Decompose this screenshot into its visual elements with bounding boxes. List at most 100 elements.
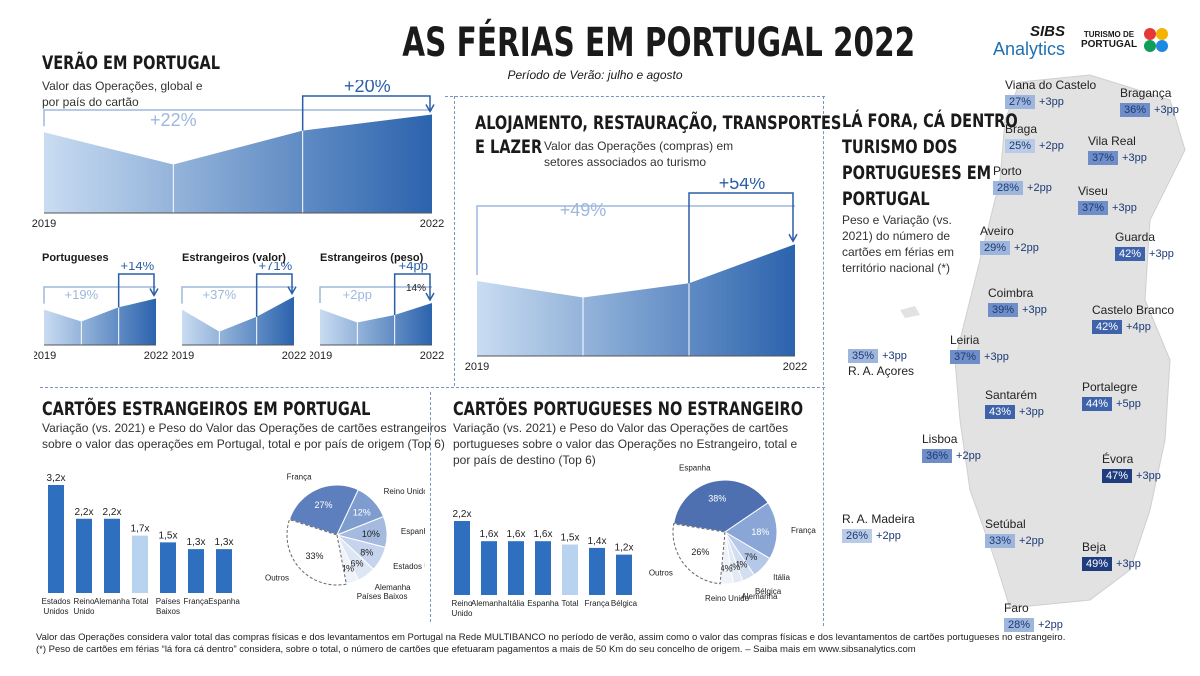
sibs-logo-text: SIBS	[1029, 23, 1065, 40]
mapa-desc-line4: território nacional (*)	[842, 261, 951, 275]
bar	[508, 541, 524, 595]
bar-category-label: Total	[132, 597, 149, 606]
verao-desc: Valor das Operações, global e por país d…	[42, 78, 203, 110]
footer-line1: Valor das Operações considera valor tota…	[36, 632, 1066, 643]
verao-desc-line2: por país do cartão	[42, 95, 139, 109]
map-region: R. A. Madeira 26% +2pp	[842, 512, 915, 544]
bar-category-label: Reino	[74, 597, 95, 606]
bar-category-label: Alemanha	[471, 599, 508, 608]
x-tick-label: 2022	[783, 361, 807, 373]
map-region-values: 44% +5pp	[1082, 394, 1141, 412]
map-region-values: 42% +3pp	[1115, 244, 1174, 262]
x-tick-label: 2019	[310, 350, 332, 362]
map-region-name: R. A. Açores	[848, 364, 915, 378]
analytics-logo-text: Analytics	[992, 39, 1065, 59]
map-region-variation: +5pp	[1116, 398, 1141, 410]
map-region-variation: +3pp	[984, 351, 1009, 363]
bar	[104, 518, 120, 593]
map-region-name: Lisboa	[922, 432, 958, 446]
page-title: AS FÉRIAS EM PORTUGAL 2022	[402, 20, 916, 66]
small-chart-title-estrangeiros-peso: Estrangeiros (peso)	[320, 252, 424, 264]
growth-total-label: +37%	[203, 287, 237, 302]
pie-value-label: 10%	[362, 529, 380, 539]
small-chart-title-portugueses: Portugueses	[42, 252, 109, 264]
bar-value-label: 1,6x	[534, 529, 553, 540]
map-region: 35% +3pp R. A. Açores	[848, 346, 914, 378]
pie-value-label: 7%	[744, 552, 757, 562]
bar-value-label: 3,2x	[47, 473, 66, 484]
map-region-variation: +2pp	[1014, 242, 1039, 254]
map-region: Lisboa 36% +2pp	[922, 432, 981, 464]
map-region-name: Castelo Branco	[1092, 303, 1175, 317]
growth-arrow-icon	[788, 233, 798, 243]
estrangeiros-desc: Variação (vs. 2021) e Peso do Valor das …	[42, 420, 446, 452]
map-region-share: 28%	[993, 181, 1024, 195]
map-region: Beja 49% +3pp	[1082, 540, 1141, 572]
bar	[616, 554, 632, 595]
pie-slice	[336, 534, 359, 585]
bar-category-label: Espanha	[527, 599, 559, 608]
map-region-variation: +3pp	[1136, 470, 1161, 482]
bar-value-label: 1,6x	[480, 529, 499, 540]
pie-slice	[286, 518, 347, 586]
map-region-name: Portalegre	[1082, 380, 1138, 394]
pie-category-label: Espanha	[401, 527, 425, 536]
turismo-logo-top: TURISMO DE	[1083, 30, 1135, 39]
map-region-variation: +3pp	[1039, 96, 1064, 108]
portugueses-desc-line2: portugueses sobre o valor das Operações …	[453, 437, 798, 451]
estrangeiros-pie-chart: 27% França 12% Reino Unido 10% Espanha 8% Estad…	[265, 472, 425, 601]
map-region-share: 39%	[988, 303, 1019, 317]
mapa-title: LÁ FORA, CÁ DENTRO TURISMO DOS PORTUGUES…	[842, 108, 1018, 212]
pie-value-label: 8%	[360, 547, 373, 557]
estrangeiros-title: CARTÕES ESTRANGEIROS EM PORTUGAL	[42, 398, 371, 420]
pie-category-label: Outros	[265, 573, 289, 582]
map-region-variation: +3pp	[1019, 406, 1044, 418]
bar	[481, 541, 497, 595]
bar-category-label: Países	[156, 597, 180, 606]
growth-arrow-icon	[149, 288, 159, 297]
map-region-share: 42%	[1092, 320, 1123, 334]
turismo-logo-bottom: PORTUGAL	[1080, 39, 1138, 50]
bar-value-label: 1,5x	[159, 530, 178, 541]
map-region: Leiria 37% +3pp	[950, 333, 1009, 365]
map-region-share: 49%	[1082, 557, 1113, 571]
small-chart-title-estrangeiros-valor: Estrangeiros (valor)	[182, 252, 286, 264]
pie-category-label: Itália	[773, 573, 790, 582]
growth-total-label: +49%	[560, 200, 607, 220]
sibs-logo[interactable]: SIBS Analytics	[985, 23, 1065, 59]
map-region-name: Guarda	[1115, 230, 1156, 244]
bar-value-label: 1,3x	[187, 537, 206, 548]
map-region-share: 36%	[1120, 103, 1151, 117]
alojamento-title-line2: E LAZER	[475, 136, 543, 158]
map-region-share: 44%	[1082, 397, 1113, 411]
map-region-share: 26%	[842, 529, 873, 543]
bar-category-label: Estados	[42, 597, 71, 606]
bar-value-label: 1,5x	[561, 533, 580, 544]
pie-slice	[673, 479, 769, 533]
bar-value-label: 2,2x	[75, 507, 94, 518]
map-region: Braga 25% +2pp	[1005, 122, 1064, 154]
map-region: Faro 28% +2pp	[1004, 601, 1063, 633]
map-region: Setúbal 33% +2pp	[985, 517, 1044, 549]
map-region-name: Santarém	[985, 388, 1038, 402]
map-region-share: 27%	[1005, 95, 1036, 109]
map-region-name: Leiria	[950, 333, 980, 347]
pie-value-label: 26%	[691, 547, 709, 557]
bar	[562, 544, 578, 595]
growth-recent-bracket	[393, 273, 431, 315]
bar-category-label: Alemanha	[94, 597, 131, 606]
pie-slice	[672, 523, 726, 585]
turismo-logo[interactable]: TURISMO DE PORTUGAL	[1074, 30, 1144, 50]
bar	[48, 485, 64, 593]
bar-category-label: França	[184, 597, 209, 606]
map-region-share: 42%	[1115, 247, 1146, 261]
footer-line2: (*) Peso de cartões em férias “lá fora c…	[36, 644, 916, 655]
portugueses-title: CARTÕES PORTUGUESES NO ESTRANGEIRO	[453, 398, 804, 420]
map-region-share: 37%	[1088, 151, 1119, 165]
x-tick-label: 2022	[282, 350, 306, 362]
map-region-name: Setúbal	[985, 517, 1026, 531]
pie-category-label: Outros	[649, 568, 673, 577]
growth-recent-label: +54%	[719, 178, 766, 193]
map-region-values: 37% +3pp	[1088, 148, 1147, 166]
